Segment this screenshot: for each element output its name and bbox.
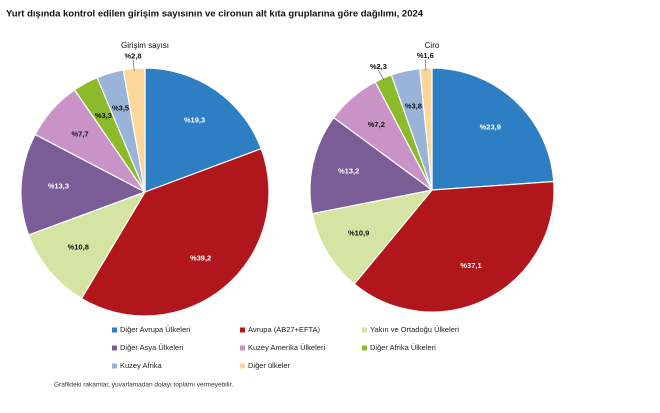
legend-swatch bbox=[362, 327, 367, 333]
chart-subtitle: Ciro bbox=[425, 41, 440, 50]
legend-swatch bbox=[240, 327, 245, 333]
data-label: %23,9 bbox=[480, 123, 501, 132]
pie-slice bbox=[20, 133, 147, 236]
data-label: %2,3 bbox=[370, 62, 387, 71]
data-label: %13,2 bbox=[338, 166, 359, 175]
data-label: %37,1 bbox=[460, 261, 481, 270]
leader-line bbox=[424, 59, 427, 71]
legend-swatch bbox=[112, 363, 117, 369]
legend-label: Diğer Avrupa Ülkeleri bbox=[120, 325, 191, 334]
chart-subtitle: Girişim sayısı bbox=[121, 41, 169, 50]
legend-label: Diğer ülkeler bbox=[248, 361, 291, 370]
pie-slice bbox=[80, 147, 270, 317]
pie-slice bbox=[311, 189, 434, 285]
data-label: %1,6 bbox=[417, 51, 434, 60]
data-label: %7,2 bbox=[368, 120, 385, 129]
footnote: Grafikteki rakamlar, yuvarlamadan dolayı… bbox=[54, 382, 233, 389]
data-label: %3,3 bbox=[95, 111, 112, 120]
data-label: %19,3 bbox=[184, 116, 205, 125]
pie-slice bbox=[431, 67, 555, 191]
data-label: %3,8 bbox=[405, 102, 422, 111]
legend-swatch bbox=[240, 345, 245, 351]
data-label: %10,8 bbox=[68, 242, 89, 251]
legend-label: Diğer Asya Ülkeleri bbox=[120, 343, 184, 352]
leader-line bbox=[132, 59, 135, 71]
legend-label: Avrupa (AB27+EFTA) bbox=[248, 325, 321, 334]
pie-slice bbox=[144, 67, 262, 193]
data-label: %13,3 bbox=[48, 181, 69, 190]
legend-swatch bbox=[112, 345, 117, 351]
legend-label: Kuzey Afrika bbox=[120, 361, 163, 370]
legend-label: Diğer Afrika Ülkeleri bbox=[370, 343, 436, 352]
data-label: %10,9 bbox=[348, 229, 369, 238]
legend-label: Yakın ve Ortadoğu Ülkeleri bbox=[370, 325, 459, 334]
data-label: %2,8 bbox=[124, 52, 141, 61]
data-label: %39,2 bbox=[190, 254, 211, 263]
chart-title: Yurt dışında kontrol edilen girişim sayı… bbox=[6, 9, 424, 20]
legend-swatch bbox=[112, 327, 117, 333]
pie-slice bbox=[353, 180, 555, 313]
data-label: %3,5 bbox=[112, 104, 129, 113]
legend-swatch bbox=[240, 363, 245, 369]
pie-slice bbox=[309, 116, 434, 215]
pie-slice bbox=[27, 190, 147, 300]
data-label: %7,7 bbox=[71, 129, 88, 138]
legend-swatch bbox=[362, 345, 367, 351]
legend-label: Kuzey Amerika Ülkeleri bbox=[248, 343, 325, 352]
leader-line bbox=[378, 70, 385, 81]
